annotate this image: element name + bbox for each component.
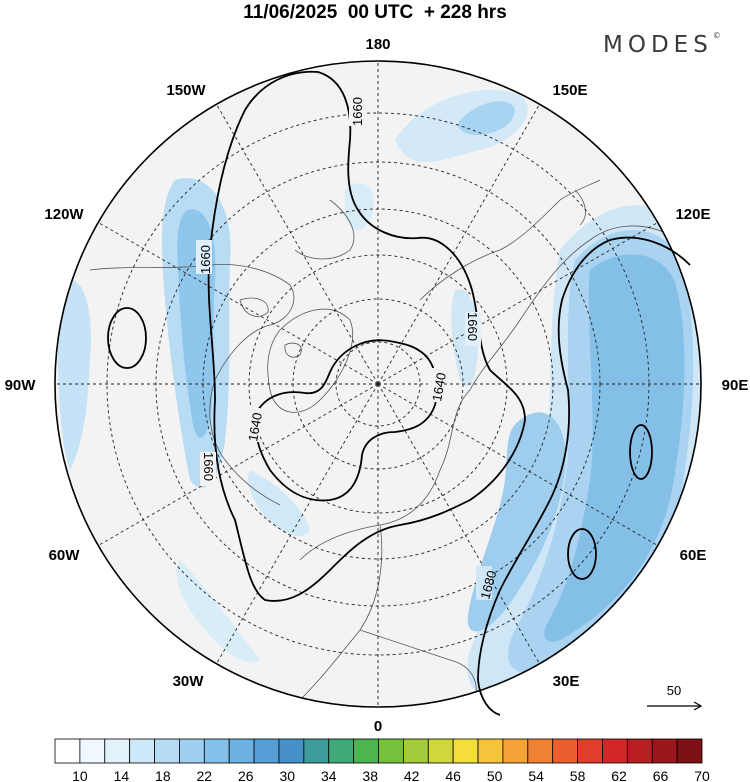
colorbar-swatch [154, 738, 180, 764]
colorbar-swatch [203, 738, 230, 764]
coastline-alaska [294, 199, 355, 260]
colorbar-tick-label: 66 [653, 768, 669, 782]
lon-label-120w: 120W [44, 206, 84, 223]
colorbar-tick-label: 70 [694, 768, 710, 782]
lon-label-30e: 30E [553, 673, 580, 690]
colorbar-swatch [104, 738, 131, 764]
colorbar-swatch [129, 738, 155, 764]
colorbar-swatch [253, 738, 280, 764]
contour-1660-outer [207, 70, 526, 602]
coastline-greenland [267, 308, 354, 413]
contour-closed-east [629, 424, 653, 480]
colorbar-tick-label: 62 [611, 768, 627, 782]
copyright-mark: © [712, 31, 721, 40]
colorbar-swatch [602, 738, 628, 764]
contour-label: 1660 [465, 312, 480, 341]
colorbar-swatch [79, 738, 106, 764]
colorbar-tick-label: 10 [72, 768, 88, 782]
colorbar-swatch [328, 738, 355, 764]
brand-logo: MODES© [603, 31, 721, 58]
jet-shading-atlantic-south [176, 560, 260, 662]
colorbar-swatch [278, 738, 305, 764]
colorbar-swatch [452, 738, 479, 764]
colorbar-swatch [527, 738, 554, 764]
coastline-canada-islands [239, 297, 302, 358]
coastline-eurasia [299, 225, 671, 561]
coastline-africa [359, 629, 477, 701]
wind-reference-arrowhead [693, 701, 703, 711]
contour-closed-southeast [567, 528, 597, 580]
wind-reference: 50 [647, 683, 703, 711]
jet-shading-pacific-core [458, 101, 515, 135]
lon-label-150w: 150W [166, 82, 206, 99]
colorbar-swatch [502, 738, 529, 764]
wind-reference-label: 50 [667, 683, 681, 698]
longitude-labels: 180 150E 120E 90E 60E 30E 0 30W 60W 90W … [5, 36, 749, 735]
lon-label-120e: 120E [675, 206, 710, 223]
lon-label-60e: 60E [680, 547, 707, 564]
colorbar-tick-label: 38 [362, 768, 378, 782]
contour-label: 1660 [350, 97, 365, 126]
jet-shading-east-branch [467, 412, 566, 632]
colorbar-swatch [676, 738, 703, 764]
colorbar-swatch [427, 738, 454, 764]
lon-label-30w: 30W [173, 673, 205, 690]
colorbar-swatch [353, 738, 379, 764]
colorbar-tick-label: 30 [279, 768, 295, 782]
colorbar-swatch [651, 738, 678, 764]
jet-shading-far-west [57, 278, 91, 470]
colorbar-tick-label: 54 [528, 768, 544, 782]
contour-label: 1660 [201, 452, 216, 481]
lon-label-0: 0 [374, 718, 382, 735]
colorbar-tick-label: 46 [445, 768, 461, 782]
contour-label: 1660 [198, 245, 213, 274]
colorbar-tick-label: 50 [487, 768, 503, 782]
colorbar-tick-label: 22 [197, 768, 213, 782]
colorbar-swatch [626, 738, 653, 764]
map-border [54, 60, 702, 708]
map-title: 11/06/2025 00 UTC + 228 hrs [243, 2, 507, 23]
lon-label-90w: 90W [5, 377, 37, 394]
contour-closed-west [107, 307, 147, 369]
colorbar: 10 14 18 22 26 30 34 38 42 46 50 54 58 62 66 70 [54, 738, 710, 782]
brand-text: MODES [603, 32, 713, 58]
contour-1680-east [477, 236, 691, 716]
contour-label: 1680 [477, 569, 499, 601]
colorbar-tick-label: 18 [155, 768, 171, 782]
coastline-japan [574, 189, 586, 226]
colorbar-swatch [552, 738, 578, 764]
lon-label-90e: 90E [722, 377, 749, 394]
colorbar-swatch [54, 738, 81, 764]
colorbar-swatch [228, 738, 255, 764]
colorbar-swatch [179, 738, 205, 764]
colorbar-swatch [402, 738, 429, 764]
colorbar-swatch [303, 738, 330, 764]
jet-shading-atlantic [248, 470, 310, 537]
graticule [55, 61, 701, 707]
colorbar-tick-label: 58 [570, 768, 586, 782]
contour-label: 1640 [245, 411, 265, 442]
lon-label-60w: 60W [49, 547, 81, 564]
colorbar-swatch [378, 738, 404, 764]
colorbar-tick-label: 34 [321, 768, 337, 782]
lon-label-180: 180 [365, 36, 390, 53]
contour-label: 1640 [429, 371, 449, 402]
coastline-arctic-russia [419, 179, 601, 301]
colorbar-tick-label: 42 [404, 768, 420, 782]
jet-shading-east-core [544, 254, 685, 642]
colorbar-swatch [577, 738, 603, 764]
colorbar-tick-label: 14 [114, 768, 130, 782]
contour-labels: 1660 1660 1660 1640 1640 1660 1680 [196, 92, 499, 601]
colorbar-tick-label: 26 [238, 768, 254, 782]
lon-label-150e: 150E [552, 82, 587, 99]
colorbar-swatch [477, 738, 504, 764]
